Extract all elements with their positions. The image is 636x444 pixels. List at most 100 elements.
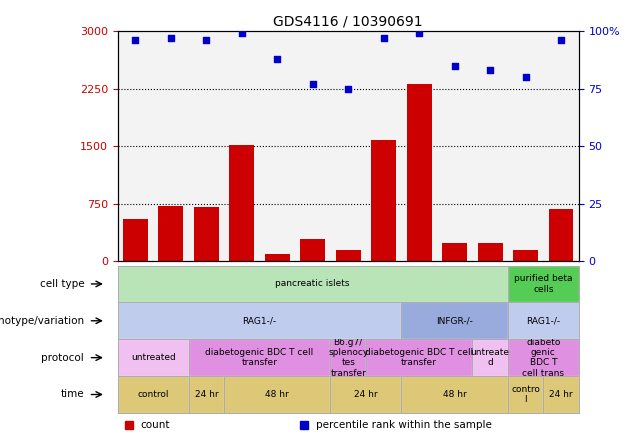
Text: genotype/variation: genotype/variation	[0, 316, 84, 326]
Bar	[123, 219, 148, 261]
Bar	[331, 376, 401, 413]
Bar	[508, 31, 543, 261]
Bar	[118, 376, 189, 413]
Point	[485, 67, 495, 74]
Point	[272, 55, 282, 62]
Bar	[118, 339, 189, 376]
Point	[450, 62, 460, 69]
Bar	[224, 31, 259, 261]
Text: time: time	[60, 389, 84, 400]
Point	[166, 35, 176, 42]
Bar	[508, 376, 543, 413]
Text: 48 hr: 48 hr	[265, 390, 289, 399]
Text: pancreatic islets: pancreatic islets	[275, 279, 350, 289]
Bar	[407, 84, 432, 261]
Text: control: control	[137, 390, 169, 399]
Bar	[118, 376, 189, 413]
Text: 24 hr: 24 hr	[195, 390, 218, 399]
Bar	[118, 302, 401, 339]
Text: 24 hr: 24 hr	[550, 390, 573, 399]
Point	[130, 37, 141, 44]
Bar	[508, 302, 579, 339]
Bar	[224, 376, 331, 413]
Bar	[508, 376, 543, 413]
Text: diabetogenic BDC T cell
transfer: diabetogenic BDC T cell transfer	[365, 348, 473, 367]
Bar	[543, 376, 579, 413]
Bar	[543, 31, 579, 261]
Bar	[442, 243, 467, 261]
Text: 48 hr: 48 hr	[443, 390, 466, 399]
Bar	[153, 31, 189, 261]
Text: diabeto
genic
BDC T
cell trans: diabeto genic BDC T cell trans	[522, 337, 564, 378]
Bar	[331, 376, 401, 413]
Bar	[230, 145, 254, 261]
Bar	[158, 206, 183, 261]
Text: RAG1-/-: RAG1-/-	[526, 316, 560, 325]
Bar	[366, 31, 401, 261]
Bar	[508, 302, 579, 339]
Point	[237, 30, 247, 37]
Bar	[224, 376, 331, 413]
Text: untreate
d: untreate d	[471, 348, 509, 367]
Bar	[478, 243, 502, 261]
Bar	[508, 339, 579, 376]
Text: RAG1-/-: RAG1-/-	[242, 316, 277, 325]
Bar	[401, 302, 508, 339]
Bar	[331, 339, 366, 376]
Bar	[401, 376, 508, 413]
Point	[414, 30, 424, 37]
Bar	[118, 302, 401, 339]
Bar	[508, 339, 579, 376]
Bar	[401, 302, 508, 339]
Text: INFGR-/-: INFGR-/-	[436, 316, 473, 325]
Bar	[118, 266, 508, 302]
Bar	[189, 339, 331, 376]
Bar	[513, 250, 538, 261]
Point	[343, 85, 354, 92]
Bar	[189, 339, 331, 376]
Point	[201, 37, 211, 44]
Text: diabetogenic BDC T cell
transfer: diabetogenic BDC T cell transfer	[205, 348, 314, 367]
Text: protocol: protocol	[41, 353, 84, 363]
Bar	[189, 31, 224, 261]
Text: untreated: untreated	[131, 353, 176, 362]
Bar	[473, 339, 508, 376]
Bar	[331, 31, 366, 261]
Bar	[473, 31, 508, 261]
Text: count: count	[141, 420, 170, 430]
Point	[556, 37, 566, 44]
Point	[520, 74, 530, 81]
Bar	[543, 376, 579, 413]
Text: B6.g7/
splenocy
tes
transfer: B6.g7/ splenocy tes transfer	[328, 337, 368, 378]
Text: contro
l: contro l	[511, 385, 540, 404]
Bar	[189, 376, 224, 413]
Text: 24 hr: 24 hr	[354, 390, 378, 399]
Bar	[473, 339, 508, 376]
Bar	[401, 376, 508, 413]
Bar	[437, 31, 473, 261]
Bar	[549, 209, 574, 261]
Bar	[194, 206, 219, 261]
Bar	[295, 31, 331, 261]
Bar	[118, 266, 508, 302]
Point	[378, 35, 389, 42]
Bar	[366, 339, 473, 376]
Bar	[508, 266, 579, 302]
Bar	[336, 250, 361, 261]
Bar	[265, 254, 289, 261]
Point	[308, 80, 318, 87]
Bar	[401, 31, 437, 261]
Bar	[189, 376, 224, 413]
Bar	[366, 339, 473, 376]
Bar	[259, 31, 295, 261]
Bar	[118, 31, 153, 261]
Bar	[331, 339, 366, 376]
Text: purified beta
cells: purified beta cells	[514, 274, 572, 293]
Title: GDS4116 / 10390691: GDS4116 / 10390691	[273, 15, 423, 28]
Text: cell type: cell type	[39, 279, 84, 289]
Bar	[118, 339, 189, 376]
Bar	[508, 266, 579, 302]
Text: percentile rank within the sample: percentile rank within the sample	[316, 420, 492, 430]
Bar	[371, 140, 396, 261]
Bar	[300, 239, 325, 261]
